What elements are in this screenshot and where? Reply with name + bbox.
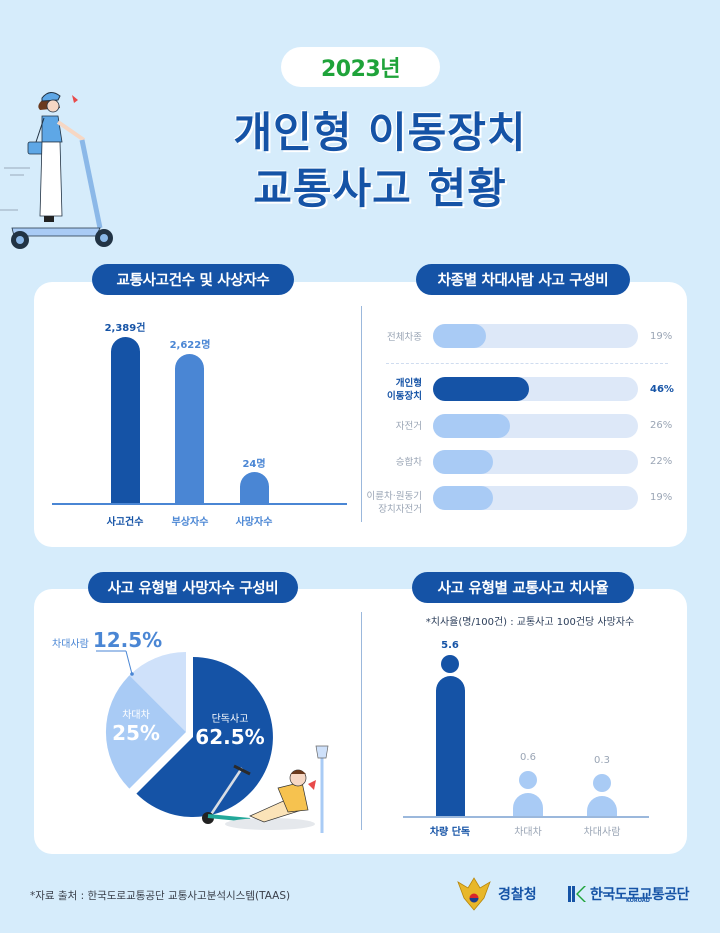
pct-label: 19% bbox=[650, 331, 673, 342]
bar-track bbox=[433, 414, 638, 438]
x-label: 사고건수 bbox=[106, 517, 144, 528]
dashed-divider bbox=[386, 363, 668, 364]
bar-track bbox=[433, 486, 638, 510]
x-label: 차량 단독 bbox=[429, 827, 471, 838]
pct-label: 22% bbox=[650, 456, 673, 467]
x-label: 사망자수 bbox=[235, 517, 273, 528]
bar-fill bbox=[433, 324, 486, 348]
police-emblem-icon bbox=[457, 877, 491, 911]
title-line-2: 교통사고 현황 bbox=[253, 164, 507, 213]
person-head-icon bbox=[593, 774, 611, 792]
section-divider bbox=[361, 612, 362, 830]
bar-injuries bbox=[175, 354, 204, 503]
bar-track bbox=[433, 450, 638, 474]
koroad-logo-text: 한국도로교통공단 bbox=[590, 887, 690, 903]
bar-car-to-car bbox=[513, 793, 543, 816]
row-label-highlight: 개인형 이동장치 bbox=[352, 377, 422, 403]
x-label: 부상자수 bbox=[171, 517, 209, 528]
person-head-icon bbox=[519, 771, 537, 789]
row-label-line: 개인형 bbox=[395, 378, 422, 389]
value-label: 0.6 bbox=[520, 752, 536, 763]
value-label: 2,389건 bbox=[104, 323, 146, 334]
row-label: 승합차 bbox=[395, 457, 422, 468]
pie-callout-single: 단독사고 62.5% bbox=[190, 710, 270, 749]
x-axis-line bbox=[403, 816, 649, 818]
bar-track bbox=[433, 324, 638, 348]
rate-note: *치사율(명/100건) : 교통사고 100건당 사망자수 bbox=[425, 617, 635, 628]
pie-pct: 25% bbox=[112, 721, 160, 745]
police-logo: 경찰청 bbox=[456, 876, 537, 912]
row-label-line: 이륜차·원동기 bbox=[366, 491, 422, 502]
section-title-accidents: 교통사고건수 및 사상자수 bbox=[92, 264, 294, 295]
bar-fill bbox=[433, 377, 529, 401]
section-title-death-share: 사고 유형별 사망자수 구성비 bbox=[88, 572, 298, 603]
pie-callout-person: 차대사람 12.5% bbox=[52, 628, 162, 652]
pie-label: 차대사람 bbox=[52, 639, 89, 650]
bar-accidents bbox=[111, 337, 140, 503]
x-label: 차대차 bbox=[514, 827, 542, 838]
scooter-rider-illustration bbox=[0, 92, 113, 249]
pie-pct: 12.5% bbox=[92, 628, 163, 652]
death-share-pie-chart bbox=[96, 650, 273, 817]
row-label-line: 이동장치 bbox=[387, 391, 422, 402]
bar-fill bbox=[433, 486, 493, 510]
x-label: 차대사람 bbox=[583, 827, 621, 838]
title-line-1: 개인형 이동장치 bbox=[233, 108, 527, 157]
bar-track bbox=[433, 377, 638, 401]
fallen-rider-illustration bbox=[202, 745, 329, 833]
pie-slice-person bbox=[129, 652, 186, 732]
x-axis-line bbox=[52, 503, 347, 505]
koroad-logo: 한국도로교통공단 KOROAD bbox=[568, 884, 690, 904]
pct-label: 46% bbox=[650, 384, 674, 395]
row-label: 전체차종 bbox=[387, 332, 422, 343]
bar-car-to-person bbox=[587, 796, 617, 816]
pie-slice-car bbox=[105, 675, 186, 789]
row-label: 이륜차·원동기 장치자전거 bbox=[352, 490, 422, 516]
pie-pct: 62.5% bbox=[195, 725, 265, 749]
row-label-line: 장치자전거 bbox=[378, 504, 422, 515]
koroad-wordmark: 한국도로교통공단 KOROAD bbox=[590, 884, 690, 904]
pct-label: 19% bbox=[650, 492, 673, 503]
row-label: 자전거 bbox=[395, 421, 422, 432]
bar-deaths bbox=[240, 472, 269, 503]
source-note: *자료 출처 : 한국도로교통공단 교통사고분석시스템(TAAS) bbox=[30, 890, 291, 902]
value-label: 24명 bbox=[242, 459, 266, 470]
koroad-sub-text: KOROAD bbox=[626, 898, 650, 904]
bar-single-vehicle bbox=[436, 676, 465, 816]
section-title-by-vehicle: 차종별 차대사람 사고 구성비 bbox=[416, 264, 630, 295]
section-divider bbox=[361, 306, 362, 522]
value-label: 0.3 bbox=[594, 755, 610, 766]
value-label: 5.6 bbox=[441, 640, 459, 651]
bar-fill bbox=[433, 414, 510, 438]
person-head-icon bbox=[441, 655, 459, 673]
section-title-fatality-rate: 사고 유형별 교통사고 치사율 bbox=[412, 572, 634, 603]
pie-slice-single bbox=[136, 657, 273, 817]
value-label: 2,622명 bbox=[169, 340, 211, 351]
pie-callout-car: 차대차 25% bbox=[106, 706, 166, 745]
bar-fill bbox=[433, 450, 493, 474]
police-logo-text: 경찰청 bbox=[498, 887, 537, 903]
pie-label: 단독사고 bbox=[211, 714, 249, 725]
pie-label: 차대차 bbox=[122, 710, 150, 721]
page-title: 개인형 이동장치 교통사고 현황 bbox=[120, 105, 640, 217]
pct-label: 26% bbox=[650, 420, 673, 431]
koroad-k-icon bbox=[568, 886, 586, 902]
year-badge: 2023년 bbox=[281, 47, 440, 87]
